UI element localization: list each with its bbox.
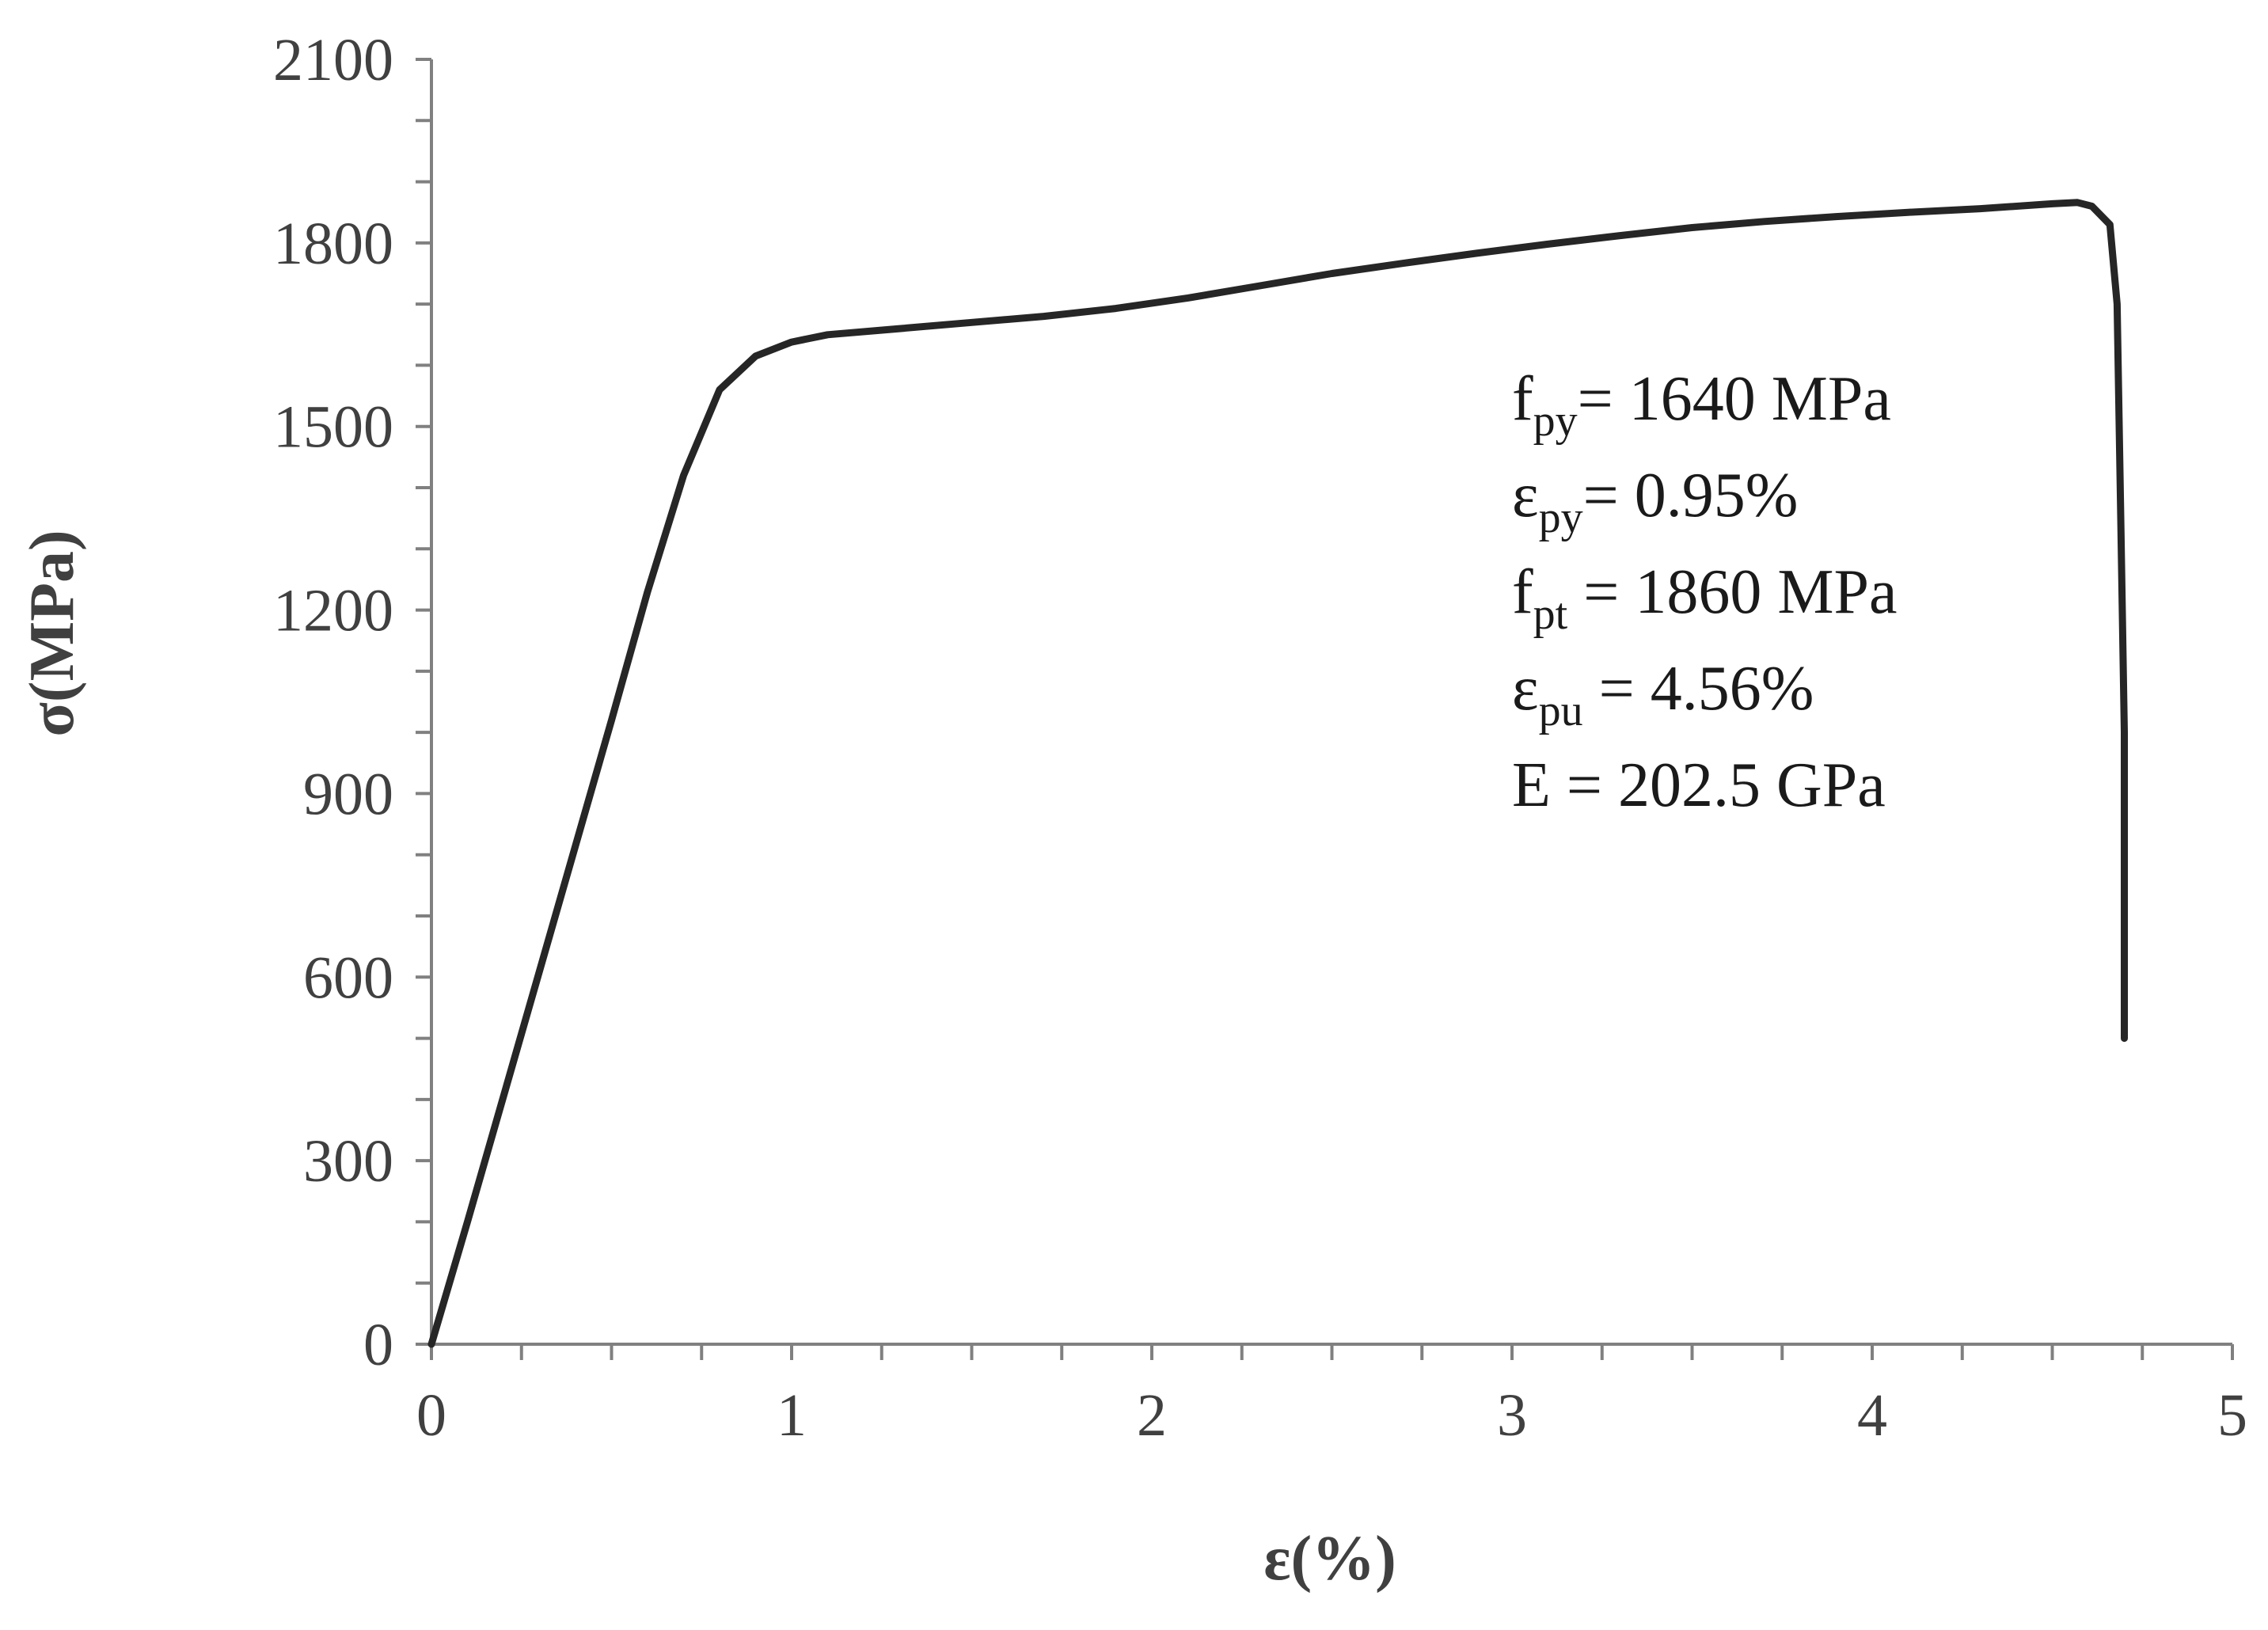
y-tick-label: 600 xyxy=(303,944,393,1011)
x-axis-title: ε(%) xyxy=(1263,1524,1396,1594)
x-tick-label: 1 xyxy=(777,1382,807,1449)
x-tick-label: 5 xyxy=(2217,1382,2247,1449)
annotation-value: = 4.56% xyxy=(1583,654,1814,724)
annotation-symbol: ε xyxy=(1512,461,1539,530)
annotation-line: εpy= 0.95% xyxy=(1512,461,1798,542)
annotation-line: εpu = 4.56% xyxy=(1512,654,1814,735)
y-tick-label: 1500 xyxy=(273,394,393,461)
annotation-symbol: f xyxy=(1512,557,1533,627)
annotation-value: = 1640 MPa xyxy=(1578,364,1891,434)
annotation-subscript: pu xyxy=(1539,686,1583,735)
series-layer xyxy=(427,199,2128,1348)
y-tick-label: 1200 xyxy=(273,578,393,644)
annotation-line: fpt = 1860 MPa xyxy=(1512,557,1897,639)
y-tick-label: 1800 xyxy=(273,211,393,277)
axes-layer: 0 1 2 3 4 5 0 300 600 900 1200 1500 1800 2100 xyxy=(273,27,2247,1449)
annotation-subscript: py xyxy=(1533,397,1578,446)
x-tick-label: 3 xyxy=(1497,1382,1527,1449)
annotation-symbol: E = 202.5 GPa xyxy=(1512,750,1886,820)
annotation-subscript: py xyxy=(1539,493,1583,542)
y-tick-label: 900 xyxy=(303,761,393,827)
annotation-line: fpy= 1640 MPa xyxy=(1512,364,1891,446)
stress-strain-curve xyxy=(427,199,2128,1348)
y-tick-label: 0 xyxy=(363,1312,393,1378)
x-tick-label: 4 xyxy=(1857,1382,1887,1449)
annotation-value: = 0.95% xyxy=(1583,461,1799,530)
annotation-subscript: pt xyxy=(1533,590,1568,639)
y-axis-title: σ(MPa) xyxy=(17,530,87,736)
x-tick-label: 2 xyxy=(1137,1382,1167,1449)
annotation-value: = 1860 MPa xyxy=(1567,557,1897,627)
y-tick-label: 300 xyxy=(303,1128,393,1195)
annotation-symbol: ε xyxy=(1512,654,1539,724)
annotation-symbol: f xyxy=(1512,364,1533,434)
x-tick-label: 0 xyxy=(416,1382,446,1449)
labels-layer: ε(%) σ(MPa) xyxy=(17,530,1396,1594)
y-tick-label: 2100 xyxy=(273,27,393,93)
annotation-line: E = 202.5 GPa xyxy=(1512,750,1886,820)
